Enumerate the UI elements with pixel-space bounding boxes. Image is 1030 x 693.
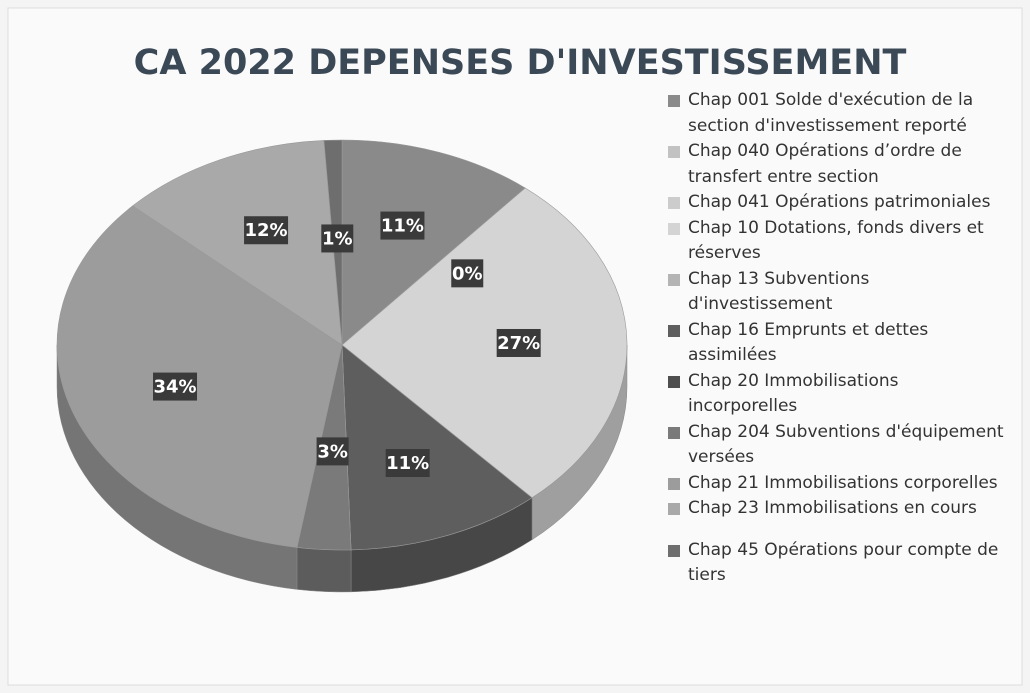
slice-side xyxy=(296,547,352,593)
legend-entry: Chap 001 Solde d'exécution de la section… xyxy=(668,88,1013,139)
legend-label: Chap 10 Dotations, fonds divers et réser… xyxy=(688,217,984,264)
data-label-box xyxy=(496,328,541,357)
legend-label: Chap 16 Emprunts et dettes assimilées xyxy=(688,319,929,366)
legend-entry: Chap 45 Opérations pour compte de tiers xyxy=(668,538,1013,589)
data-label-box xyxy=(244,216,289,245)
data-label-box xyxy=(451,259,484,288)
data-label-box xyxy=(380,211,425,240)
data-label: 11% xyxy=(381,216,424,237)
legend-swatch xyxy=(668,197,680,209)
legend-entry: Chap 20 Immobilisations incorporelles xyxy=(668,369,1013,420)
legend-swatch xyxy=(668,544,680,557)
legend-swatch xyxy=(668,273,680,286)
legend-entry: Chap 204 Subventions d'équipement versée… xyxy=(668,420,1013,471)
legend-label: Chap 20 Immobilisations incorporelles xyxy=(688,370,899,417)
data-label: 1% xyxy=(322,228,353,249)
legend-swatch xyxy=(668,426,680,439)
slice xyxy=(56,205,343,548)
legend-label: Chap 13 Subventions d'investissement xyxy=(688,268,870,315)
slice xyxy=(341,139,526,346)
legend-label: Chap 040 Opérations d’ordre de transfert… xyxy=(688,141,962,187)
legend-label: Chap 204 Subventions d'équipement versée… xyxy=(688,421,1004,468)
legend-label: Chap 001 Solde d'exécution de la section… xyxy=(688,90,974,136)
legend-entry: Chap 23 Immobilisations en cours xyxy=(668,496,1013,522)
data-label: 0% xyxy=(452,263,483,284)
legend-entry: Chap 040 Opérations d’ordre de transfert… xyxy=(668,139,1013,190)
data-label-box xyxy=(316,437,349,466)
data-label: 27% xyxy=(497,333,540,354)
data-label: 11% xyxy=(386,453,429,474)
legend-label: Chap 45 Opérations pour compte de tiers xyxy=(688,539,999,586)
pie: 11% 0% 27% 11% 3% 34% 12% 1% xyxy=(56,139,628,593)
slice xyxy=(132,140,343,346)
slice xyxy=(341,344,533,551)
legend-swatch xyxy=(668,503,680,515)
legend-swatch xyxy=(668,324,680,337)
data-label-box xyxy=(321,224,354,253)
data-label: 3% xyxy=(317,441,348,462)
data-label-box xyxy=(385,448,430,477)
legend-swatch xyxy=(668,477,680,490)
legend-swatch xyxy=(668,146,680,158)
legend-entry: Chap 16 Emprunts et dettes assimilées xyxy=(668,318,1013,369)
data-label: 12% xyxy=(245,220,288,241)
data-label-box xyxy=(153,372,198,401)
legend-swatch xyxy=(668,95,680,107)
legend-swatch xyxy=(668,375,680,388)
legend-swatch xyxy=(668,222,680,235)
slice xyxy=(341,187,628,499)
chart-title: CA 2022 DEPENSES D'INVESTISSEMENT xyxy=(134,43,907,83)
legend-label: Chap 23 Immobilisations en cours xyxy=(688,498,977,518)
data-label: 34% xyxy=(153,377,196,398)
legend-entry: Chap 13 Subventions d'investissement xyxy=(668,267,1013,318)
legend-entry: Chap 041 Opérations patrimoniales xyxy=(668,190,1013,216)
legend-label: Chap 041 Opérations patrimoniales xyxy=(688,192,991,212)
legend: Chap 001 Solde d'exécution de la section… xyxy=(668,88,1013,589)
legend-entry: Chap 21 Immobilisations corporelles xyxy=(668,471,1013,497)
legend-entry: Chap 10 Dotations, fonds divers et réser… xyxy=(668,216,1013,267)
legend-label: Chap 21 Immobilisations corporelles xyxy=(688,472,998,493)
